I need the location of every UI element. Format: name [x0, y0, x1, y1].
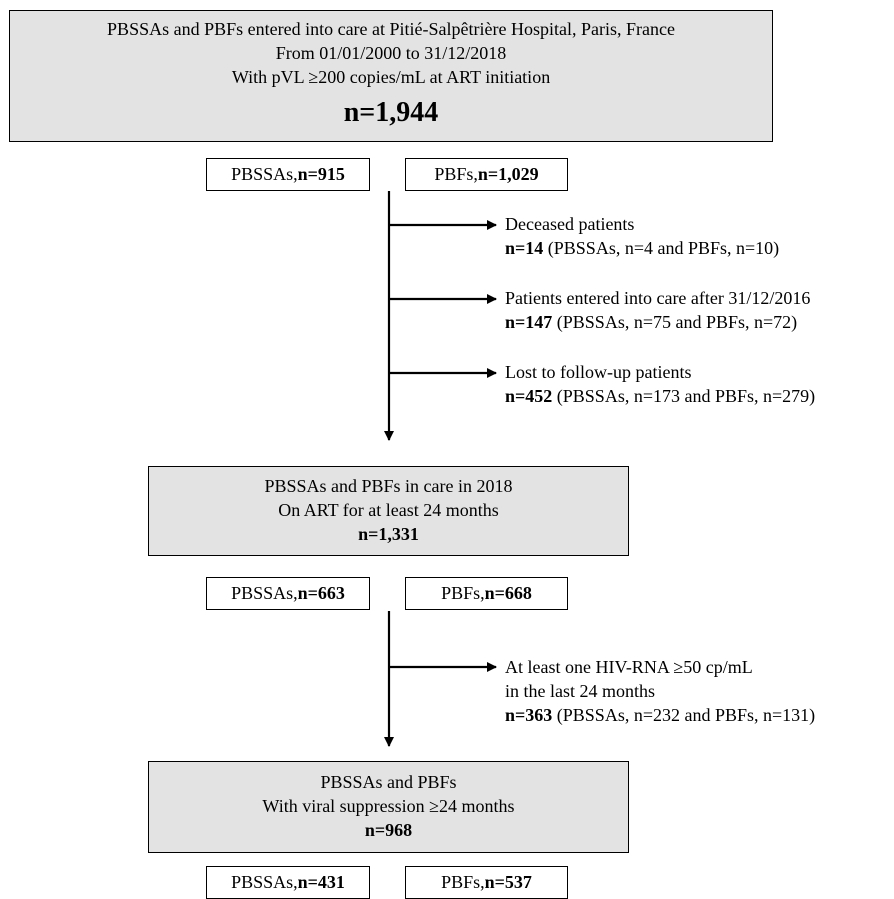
pbfs-label: PBFs, — [434, 164, 478, 184]
exclusion-lost-to-follow-up: Lost to follow-up patients n=452 (PBSSAs… — [505, 360, 815, 408]
exclusion-title: Lost to follow-up patients — [505, 362, 692, 382]
pbfs-split-2: PBFs, n=668 — [405, 577, 568, 610]
exclusion-deceased: Deceased patients n=14 (PBSSAs, n=4 and … — [505, 212, 779, 260]
pbssas-split-3: PBSSAs, n=431 — [206, 866, 370, 899]
pbfs-label: PBFs, — [441, 872, 485, 892]
in-care-n: n=1,331 — [358, 524, 419, 544]
exclusion-n: n=147 — [505, 312, 553, 332]
total-cohort-line-2: From 01/01/2000 to 31/12/2018 — [275, 43, 507, 63]
suppression-line-2: With viral suppression ≥24 months — [262, 796, 515, 816]
exclusion-title: Patients entered into care after 31/12/2… — [505, 288, 811, 308]
exclusion-detail: (PBSSAs, n=75 and PBFs, n=72) — [552, 312, 798, 332]
pbssas-label: PBSSAs, — [231, 164, 298, 184]
pbssas-count: n=431 — [297, 872, 345, 892]
pbfs-count: n=537 — [484, 872, 532, 892]
exclusion-n: n=363 — [505, 705, 553, 725]
suppression-line-1: PBSSAs and PBFs — [320, 772, 457, 792]
pbssas-count: n=663 — [297, 583, 345, 603]
pbssas-count: n=915 — [297, 164, 345, 184]
exclusion-title-continued: in the last 24 months — [505, 681, 655, 701]
pbfs-split-3: PBFs, n=537 — [405, 866, 568, 899]
pbfs-label: PBFs, — [441, 583, 485, 603]
in-care-box: PBSSAs and PBFs in care in 2018 On ART f… — [148, 466, 629, 556]
exclusion-n: n=14 — [505, 238, 544, 258]
pbssas-label: PBSSAs, — [231, 872, 298, 892]
exclusion-detail: (PBSSAs, n=232 and PBFs, n=131) — [552, 705, 816, 725]
exclusion-entered-late: Patients entered into care after 31/12/2… — [505, 286, 810, 334]
in-care-line-1: PBSSAs and PBFs in care in 2018 — [264, 476, 513, 496]
exclusion-title: At least one HIV-RNA ≥50 cp/mL — [505, 657, 753, 677]
in-care-line-2: On ART for at least 24 months — [278, 500, 499, 520]
pbssas-label: PBSSAs, — [231, 583, 298, 603]
total-cohort-line-3: With pVL ≥200 copies/mL at ART initiatio… — [231, 67, 551, 87]
pbfs-count: n=668 — [484, 583, 532, 603]
exclusion-detail: (PBSSAs, n=173 and PBFs, n=279) — [552, 386, 816, 406]
exclusion-detail: (PBSSAs, n=4 and PBFs, n=10) — [543, 238, 780, 258]
pbssas-split-2: PBSSAs, n=663 — [206, 577, 370, 610]
total-cohort-line-1: PBSSAs and PBFs entered into care at Pit… — [107, 19, 675, 39]
suppression-n: n=968 — [364, 820, 413, 840]
total-cohort-n: n=1,944 — [343, 97, 439, 128]
exclusion-n: n=452 — [505, 386, 553, 406]
exclusion-viremia: At least one HIV-RNA ≥50 cp/mL in the la… — [505, 655, 815, 727]
viral-suppression-box: PBSSAs and PBFs With viral suppression ≥… — [148, 761, 629, 853]
total-cohort-box: PBSSAs and PBFs entered into care at Pit… — [9, 10, 773, 142]
pbssas-split-1: PBSSAs, n=915 — [206, 158, 370, 191]
pbfs-count: n=1,029 — [477, 164, 539, 184]
pbfs-split-1: PBFs, n=1,029 — [405, 158, 568, 191]
exclusion-title: Deceased patients — [505, 214, 635, 234]
